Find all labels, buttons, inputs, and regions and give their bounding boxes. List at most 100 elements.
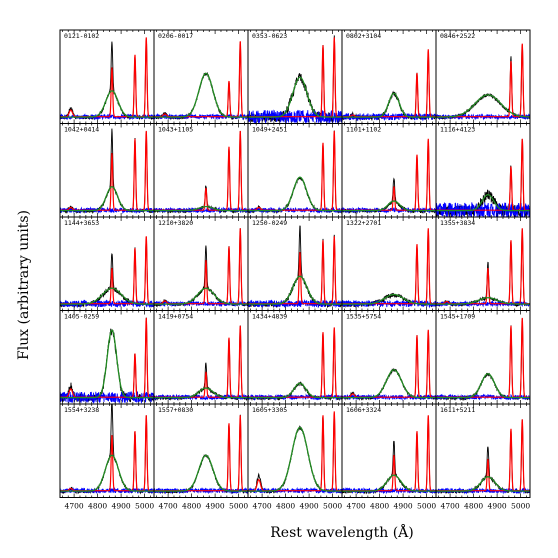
panel-plot-area	[154, 228, 248, 308]
x-tick-label: 4800	[464, 502, 483, 511]
observed-spectrum-line	[154, 414, 248, 495]
residual-line	[342, 299, 436, 309]
panel-frame	[341, 403, 437, 498]
narrow-line-model	[154, 130, 248, 211]
panel-plot-area	[60, 37, 154, 121]
panel-1043+1105: 1043+1105	[153, 123, 249, 218]
narrow-line-model	[436, 43, 530, 118]
panel-frame	[247, 123, 343, 218]
broad-component-model	[436, 373, 530, 399]
x-tick-label: 4700	[347, 502, 366, 511]
x-tick-label: 4900	[300, 502, 319, 511]
narrow-line-model	[60, 37, 154, 118]
x-tick-label: 5000	[417, 502, 436, 511]
panel-name-label: 0846+2522	[440, 32, 475, 40]
x-tick-label: 5000	[323, 502, 342, 511]
narrow-line-model	[154, 325, 248, 398]
panel-name-label: 1605+3305	[252, 406, 287, 414]
panel-frame	[247, 216, 343, 311]
observed-spectrum-line	[60, 128, 154, 215]
y-axis-label: Flux (arbitrary units)	[16, 210, 32, 360]
x-tick-label: 4900	[112, 502, 131, 511]
panel-plot-area	[342, 415, 436, 495]
panel-name-label: 1322+2701	[346, 219, 381, 227]
x-tick-label: 4800	[370, 502, 389, 511]
observed-spectrum-line	[60, 236, 154, 309]
broad-component-model	[60, 90, 154, 118]
panel-plot-area	[436, 228, 530, 308]
panel-0802+3104: 0802+3104	[341, 29, 437, 124]
broad-component-model	[342, 92, 436, 118]
panel-name-label: 1101+1102	[346, 126, 381, 134]
broad-component-model	[60, 329, 154, 399]
narrow-line-model	[60, 236, 154, 305]
panel-name-label: 1042+0414	[64, 126, 99, 134]
observed-spectrum-line	[248, 130, 342, 215]
x-tick-label: 4800	[276, 502, 295, 511]
panel-name-label: 1535+5754	[346, 313, 381, 321]
broad-component-model	[154, 72, 248, 118]
narrow-line-model	[248, 411, 342, 492]
panel-1611+5211: 1611+5211	[435, 403, 531, 498]
x-axis-label: Rest wavelength (Å)	[270, 523, 413, 541]
broad-component-model	[248, 275, 342, 305]
observed-spectrum-line	[342, 331, 436, 401]
panel-1605+3305: 1605+3305	[247, 403, 343, 498]
panel-frame	[153, 216, 249, 311]
panel-name-label: 1144+3653	[64, 219, 99, 227]
x-tick-label: 5000	[229, 502, 248, 511]
broad-component-model	[342, 369, 436, 399]
panel-0353-0623: 0353-0623	[247, 29, 343, 124]
panel-name-label: 1611+5211	[440, 406, 475, 414]
panel-plot-area	[60, 128, 154, 215]
broad-component-model	[248, 426, 342, 492]
panel-1210+3820: 1210+3820	[153, 216, 249, 311]
panel-1144+3653: 1144+3653	[59, 216, 155, 311]
panels-group: 0121-0102 0206-0017 0353-0623 0802+3104 0846…	[59, 29, 531, 498]
panel-frame	[153, 123, 249, 218]
panel-frame	[153, 29, 249, 124]
observed-spectrum-line	[154, 228, 248, 308]
narrow-line-model	[248, 130, 342, 211]
observed-spectrum-line	[154, 131, 248, 215]
broad-component-model	[248, 382, 342, 399]
observed-spectrum-line	[248, 35, 342, 124]
narrow-line-model	[436, 228, 530, 305]
narrow-line-model	[60, 415, 154, 492]
x-tick-label: 4900	[206, 502, 225, 511]
broad-component-model	[154, 205, 248, 212]
panel-name-label: 0206-0017	[158, 32, 193, 40]
broad-component-model	[342, 200, 436, 212]
panel-1557+0830: 1557+0830	[153, 403, 249, 498]
x-tick-labels: 4700 4800 4900 5000 4700 4800 4900 5000 4700 4800…	[65, 502, 531, 511]
panel-plot-area	[60, 236, 154, 309]
broad-component-model	[154, 287, 248, 305]
panel-plot-area	[248, 411, 342, 495]
observed-spectrum-line	[342, 140, 436, 215]
panel-1322+2701: 1322+2701	[341, 216, 437, 311]
panel-0846+2522: 0846+2522	[435, 29, 531, 124]
panel-frame	[341, 123, 437, 218]
panel-name-label: 1419+0754	[158, 313, 193, 321]
broad-component-model	[342, 293, 436, 305]
observed-spectrum-line	[342, 52, 436, 122]
broad-component-model	[342, 474, 436, 492]
broad-component-model	[248, 176, 342, 212]
x-tick-label: 4900	[488, 502, 507, 511]
panel-plot-area	[436, 43, 530, 121]
narrow-line-model	[248, 236, 342, 305]
panel-1419+0754: 1419+0754	[153, 310, 249, 405]
narrow-line-model	[342, 138, 436, 211]
observed-spectrum-line	[436, 419, 530, 495]
broad-component-model	[154, 454, 248, 492]
panel-plot-area	[154, 414, 248, 495]
panel-frame	[247, 29, 343, 124]
observed-spectrum-line	[60, 38, 154, 121]
x-tick-label: 4800	[182, 502, 201, 511]
residual-line	[248, 109, 342, 124]
panel-plot-area	[342, 329, 436, 401]
panel-plot-area	[154, 325, 248, 401]
panel-plot-area	[436, 138, 530, 217]
panel-frame	[59, 216, 155, 311]
panel-name-label: 1210+3820	[158, 219, 193, 227]
